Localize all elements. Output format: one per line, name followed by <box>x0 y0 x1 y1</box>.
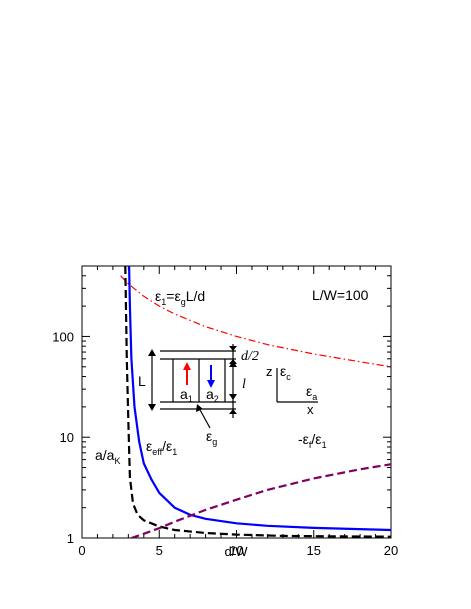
y-tick-label: 100 <box>52 329 74 344</box>
y-tick-label: 10 <box>60 430 74 445</box>
inset-L-arrowhead-bottom <box>148 404 156 411</box>
inset-d2-arrowhead-a <box>229 346 237 351</box>
x-tick-label: 5 <box>156 543 163 558</box>
inset-l-arrowhead-top <box>229 361 237 367</box>
inset-label-a2: a2 <box>206 386 219 404</box>
inset-schematic <box>148 344 318 429</box>
x-tick-label: 0 <box>78 543 85 558</box>
inset-label-ea: εa <box>306 383 317 402</box>
series-layer <box>120 266 391 538</box>
inset-label-eg: εg <box>206 428 217 447</box>
inset-label-ec: εc <box>280 363 291 382</box>
curve-annotations: ε1=εgL/d L/W=100 εeff/ε1 a/aK -εf/ε1 <box>95 287 369 466</box>
inset-eg-pointer-head <box>196 404 203 412</box>
inset-red-arrowhead <box>183 362 191 370</box>
inset-L-arrowhead-top <box>148 349 156 356</box>
inset-label-l: l <box>242 377 246 392</box>
inset-label-x: x <box>307 402 314 417</box>
series-line-2 <box>128 266 391 532</box>
inset-label-d2: d/2 <box>241 349 259 364</box>
series-line-3 <box>124 266 391 538</box>
inset-labels: L d/2 l a1 a2 εg z εc εa x <box>138 349 317 447</box>
inset-bottom-arrowhead-a <box>229 409 237 414</box>
inset-eg-pointer <box>198 407 211 429</box>
axes: 0 5 10 15 20 1 10 100 <box>52 265 398 558</box>
annotation-ef: -εf/ε1 <box>298 431 327 450</box>
inset-blue-arrowhead <box>207 380 215 388</box>
x-tick-label: 20 <box>384 543 398 558</box>
x-tick-label: 10 <box>229 543 243 558</box>
annotation-eff: εeff/ε1 <box>146 438 177 457</box>
y-tick-label: 1 <box>67 531 74 546</box>
annotation-eps1: ε1=εgL/d <box>155 288 205 307</box>
inset-label-z: z <box>266 364 273 379</box>
inset-label-L: L <box>138 373 146 389</box>
inset-l-arrowhead-bottom <box>229 394 237 400</box>
series-line-4 <box>131 463 391 538</box>
annotation-aK: a/aK <box>95 447 120 466</box>
annotation-ratio: L/W=100 <box>312 287 369 303</box>
x-tick-label: 15 <box>307 543 321 558</box>
x-axis-title: d/W <box>224 544 248 559</box>
inset-label-a1: a1 <box>180 386 193 404</box>
